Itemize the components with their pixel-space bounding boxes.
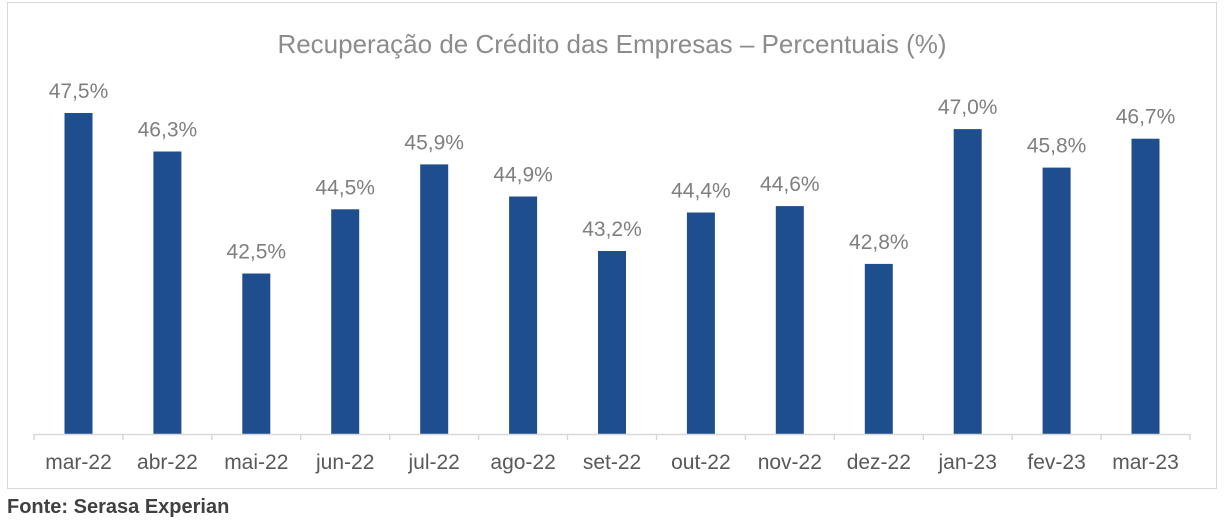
x-tick-jul-22: jul-22 <box>408 451 460 474</box>
x-tick-set-22: set-22 <box>583 451 641 474</box>
x-tick-out-22: out-22 <box>671 451 731 474</box>
data-label-dez-22: 42,8% <box>849 231 909 254</box>
x-tick-mai-22: mai-22 <box>224 451 288 474</box>
data-label-mai-22: 42,5% <box>227 241 287 264</box>
bar-jul-22 <box>420 164 449 434</box>
x-tick-abr-22: abr-22 <box>137 451 198 474</box>
x-tick-fev-23: fev-23 <box>1027 451 1085 474</box>
data-label-jul-22: 45,9% <box>404 131 464 154</box>
bar-fev-23 <box>1042 167 1071 434</box>
data-label-jun-22: 44,5% <box>315 176 375 199</box>
bar-jun-22 <box>331 209 360 434</box>
x-axis <box>33 433 1191 440</box>
bar-ago-22 <box>509 196 538 434</box>
bar-dez-22 <box>864 263 893 434</box>
bar-mar-22 <box>64 113 93 434</box>
x-tick-dez-22: dez-22 <box>847 451 911 474</box>
data-label-fev-23: 45,8% <box>1027 135 1087 158</box>
bar-set-22 <box>598 251 626 434</box>
bar-mar-23 <box>1131 138 1160 434</box>
data-labels-layer: 47,5% 46,3% 42,5% 44,5% 45,9% 44,9% 43,2% 44,4%… <box>49 80 1176 264</box>
x-tick-mar-23: mar-23 <box>1112 451 1179 474</box>
data-label-set-22: 43,2% <box>582 218 642 241</box>
data-label-jan-23: 47,0% <box>938 96 998 119</box>
bar-out-22 <box>686 212 715 434</box>
bar-nov-22 <box>775 206 804 434</box>
data-label-ago-22: 44,9% <box>493 164 553 187</box>
x-tick-jun-22: jun-22 <box>315 451 374 474</box>
x-tick-jan-23: jan-23 <box>938 451 997 474</box>
source-note: Fonte: Serasa Experian <box>7 496 230 518</box>
x-tick-ago-22: ago-22 <box>490 451 555 474</box>
data-label-out-22: 44,4% <box>671 180 731 203</box>
x-tick-nov-22: nov-22 <box>758 451 822 474</box>
data-label-mar-23: 46,7% <box>1116 106 1176 129</box>
x-tick-mar-22: mar-22 <box>45 451 112 474</box>
x-tick-labels: mar-22 abr-22 mai-22 jun-22 jul-22 ago-22 set-… <box>45 451 1179 474</box>
bar-abr-22 <box>153 151 182 434</box>
data-label-mar-22: 47,5% <box>49 80 109 103</box>
bar-mai-22 <box>242 273 271 434</box>
chart-title: Recuperação de Crédito das Empresas – Pe… <box>277 29 946 59</box>
data-label-abr-22: 46,3% <box>138 119 198 142</box>
bars-layer <box>64 113 1160 434</box>
bar-jan-23 <box>953 129 982 434</box>
bar-chart: Recuperação de Crédito das Empresas – Pe… <box>33 29 1191 474</box>
data-label-nov-22: 44,6% <box>760 173 820 196</box>
